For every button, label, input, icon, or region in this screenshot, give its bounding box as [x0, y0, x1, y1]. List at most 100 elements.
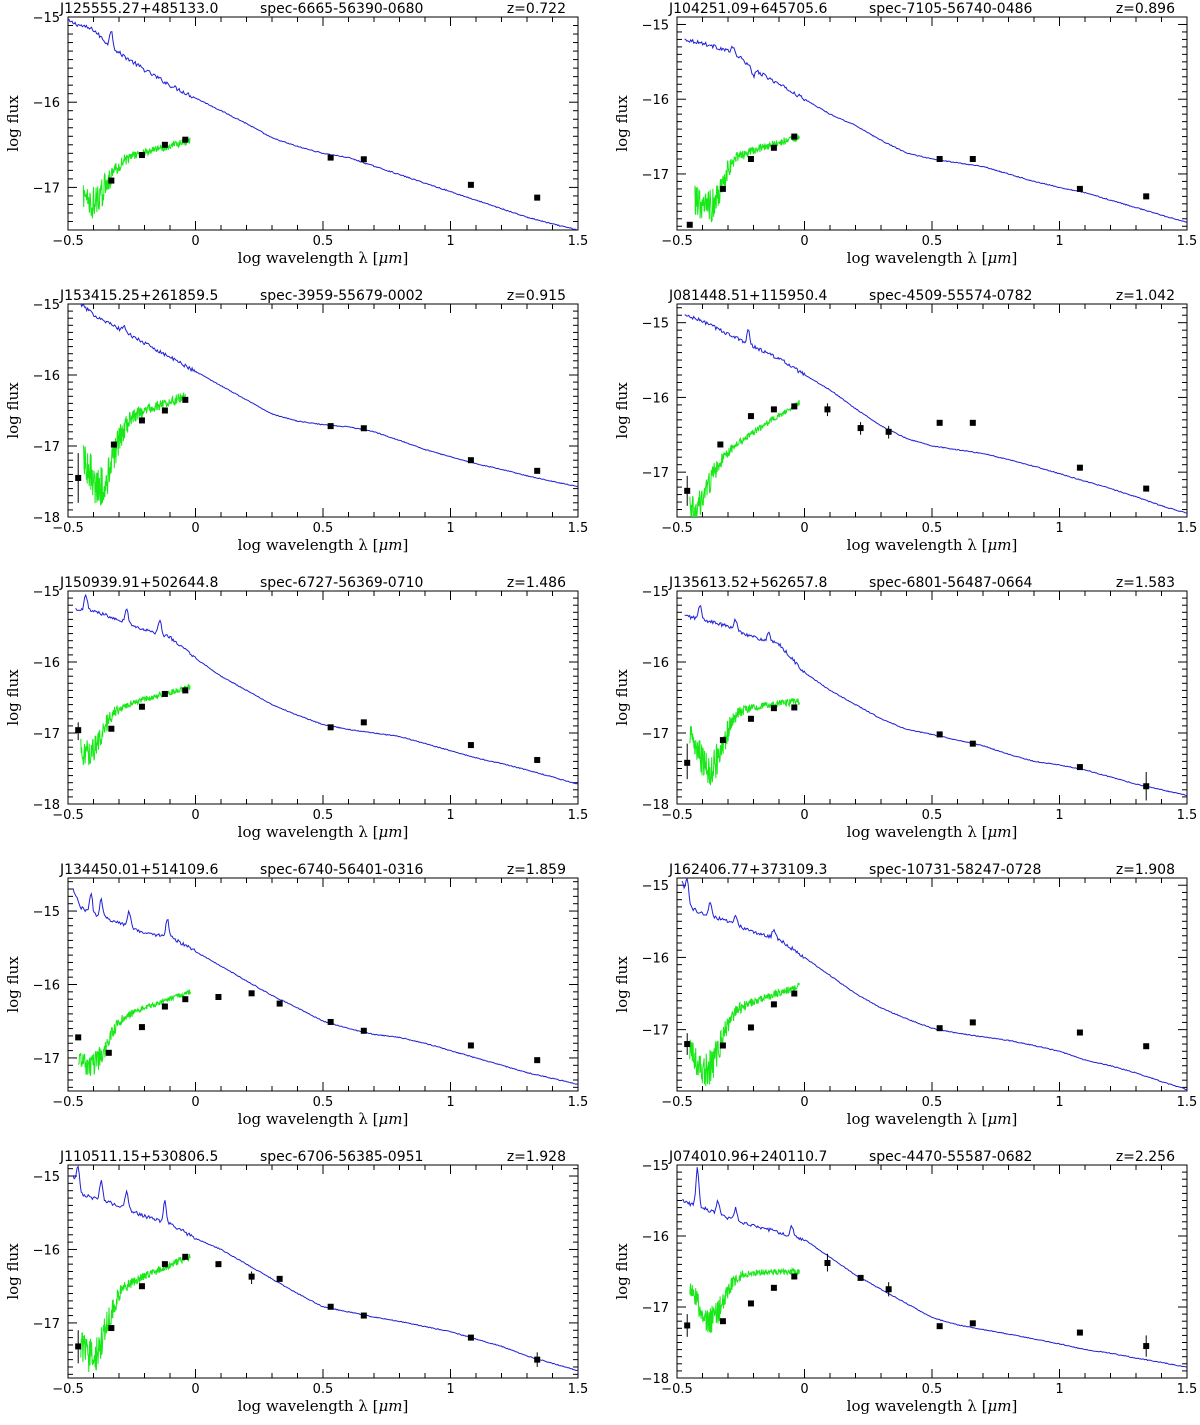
- photometry-point: [467, 1042, 474, 1049]
- object-name: J135613.52+562657.8: [668, 575, 827, 591]
- plot-area: [681, 878, 1187, 1091]
- x-axis-ticks: [676, 591, 1188, 804]
- photometry-point: [182, 687, 189, 694]
- observed-spectrum: [77, 989, 191, 1076]
- photometry-point: [770, 1001, 777, 1008]
- photometry-point: [791, 403, 798, 410]
- object-name: J134450.01+514109.6: [59, 862, 218, 878]
- x-tick-label: 0.5: [313, 521, 334, 536]
- sed-panel-7: J134450.01+514109.6 spec-6740-56401-0316 z…: [4, 862, 588, 1128]
- x-axis-label-suffix: ]: [1011, 823, 1017, 841]
- sed-panel-5: J150939.91+502644.8 spec-6727-56369-0710 z…: [4, 575, 588, 841]
- photometry-point: [105, 1049, 112, 1056]
- x-axis-label-prefix: log wavelength λ [: [238, 823, 379, 841]
- observed-spectrum: [694, 134, 800, 223]
- redshift-label: z=1.583: [1116, 575, 1175, 591]
- x-tick-label: 1.5: [568, 234, 589, 249]
- photometry-point: [75, 727, 82, 734]
- y-axis-label: log flux: [4, 956, 22, 1013]
- x-axis-label-suffix: ]: [402, 536, 408, 554]
- x-axis-label-suffix: ]: [1011, 1110, 1017, 1128]
- plot-area: [682, 1167, 1187, 1368]
- x-axis-label: log wavelength λ [μm]: [238, 249, 409, 267]
- x-tick-label: 1: [446, 1382, 454, 1397]
- photometry-point: [534, 1057, 541, 1064]
- photometry-point: [138, 152, 145, 159]
- photometry-point: [936, 731, 943, 738]
- observed-spectrum: [689, 1266, 800, 1334]
- photometry-point: [770, 406, 777, 413]
- observed-spectrum: [80, 1254, 191, 1373]
- redshift-label: z=1.908: [1116, 862, 1175, 878]
- x-axis-label-unit: μm: [379, 823, 403, 841]
- x-axis-label-unit: μm: [379, 249, 403, 267]
- x-axis-label-prefix: log wavelength λ [: [238, 536, 379, 554]
- sed-panel-9: J110511.15+530806.5 spec-6706-56385-0951 z…: [4, 1149, 588, 1415]
- photometry-point: [138, 1024, 145, 1031]
- y-tick-label: −16: [33, 1243, 60, 1258]
- x-axis-label: log wavelength λ [μm]: [238, 1397, 409, 1415]
- plot-area: [68, 18, 578, 230]
- photometry-point: [1143, 1043, 1150, 1050]
- model-sed-curve: [681, 878, 1187, 1091]
- y-tick-label: −15: [642, 18, 669, 33]
- x-tick-label: 0: [800, 1382, 808, 1397]
- y-tick-label: −18: [33, 511, 60, 526]
- spectrum-id: spec-3959-55679-0002: [260, 288, 423, 304]
- plot-frame: [676, 303, 1188, 518]
- x-tick-label: 1: [1055, 1382, 1063, 1397]
- photometry-point: [791, 990, 798, 997]
- spectrum-id: spec-6801-56487-0664: [869, 575, 1033, 591]
- x-axis-label-unit: μm: [379, 1110, 403, 1128]
- y-tick-label: −16: [33, 369, 60, 384]
- plot-area: [72, 1165, 578, 1373]
- x-tick-label: −0.5: [52, 1095, 84, 1110]
- photometry-point: [747, 156, 754, 162]
- photometry-point: [108, 1325, 115, 1332]
- y-tick-label: −17: [642, 727, 669, 742]
- photometry-point: [534, 194, 541, 201]
- plot-area: [75, 593, 578, 785]
- x-axis-ticks: [676, 878, 1188, 1091]
- x-axis-label: log wavelength λ [μm]: [238, 823, 409, 841]
- y-tick-label: −17: [642, 1301, 669, 1316]
- photometry-point: [885, 1286, 892, 1293]
- plot-area: [684, 605, 1187, 801]
- x-tick-label: 0: [191, 1095, 199, 1110]
- x-axis-label: log wavelength λ [μm]: [847, 536, 1018, 554]
- x-axis-label-suffix: ]: [402, 1397, 408, 1415]
- x-tick-label: −0.5: [661, 1382, 693, 1397]
- x-tick-label: 1: [446, 234, 454, 249]
- y-tick-label: −18: [642, 1372, 669, 1387]
- photometry-point: [360, 719, 367, 726]
- x-tick-label: 1: [1055, 1095, 1063, 1110]
- photometry-point: [276, 1000, 283, 1007]
- photometry-point: [770, 1284, 777, 1291]
- x-tick-label: 0.5: [922, 234, 943, 249]
- x-axis-ticks: [67, 591, 579, 804]
- photometry-point: [75, 474, 82, 481]
- x-axis-label: log wavelength λ [μm]: [238, 536, 409, 554]
- x-axis-label-prefix: log wavelength λ [: [847, 249, 988, 267]
- photometry-point: [791, 133, 798, 140]
- x-axis-label: log wavelength λ [μm]: [847, 1397, 1018, 1415]
- y-tick-label: −16: [642, 951, 669, 966]
- object-name: J150939.91+502644.8: [59, 575, 218, 591]
- photometry-point: [75, 1343, 82, 1350]
- y-tick-label: −15: [642, 585, 669, 600]
- x-tick-label: 1.5: [1177, 1382, 1198, 1397]
- photometry-point: [360, 425, 367, 432]
- x-tick-label: 0: [800, 234, 808, 249]
- y-tick-label: −15: [642, 879, 669, 894]
- x-tick-label: 1: [1055, 521, 1063, 536]
- photometry-point: [747, 1300, 754, 1307]
- sed-panel-1: J125555.27+485133.0 spec-6665-56390-0680 z…: [4, 1, 588, 267]
- photometry-point: [1143, 783, 1150, 790]
- x-tick-label: 0: [800, 808, 808, 823]
- x-axis-label-prefix: log wavelength λ [: [847, 823, 988, 841]
- photometry-point: [686, 221, 693, 228]
- x-tick-label: 0.5: [313, 1095, 334, 1110]
- x-tick-label: −0.5: [661, 1095, 693, 1110]
- photometry-point: [719, 1318, 726, 1325]
- object-name: J162406.77+373109.3: [668, 862, 827, 878]
